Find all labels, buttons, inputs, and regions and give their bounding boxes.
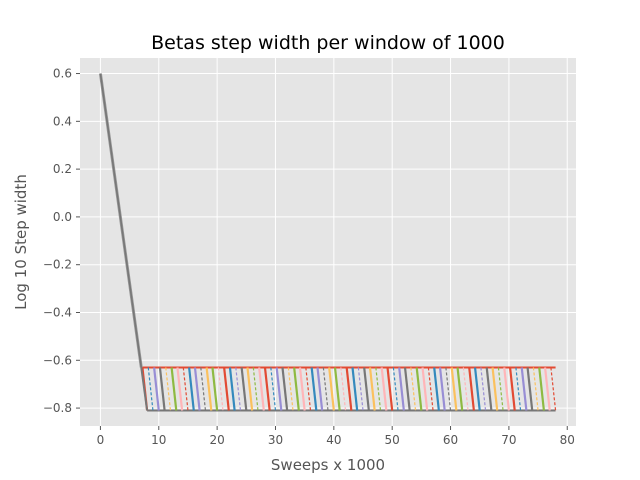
window-step-line-53	[450, 367, 458, 411]
window-step-line-41	[380, 367, 388, 411]
window-step-line-46	[410, 367, 417, 411]
window-step-line-30	[316, 367, 324, 411]
window-step-line-19	[252, 367, 259, 411]
window-step-line-9	[193, 367, 201, 411]
window-step-line-43	[392, 367, 399, 411]
window-step-line-8	[188, 367, 195, 411]
window-step-line-28	[305, 367, 312, 411]
window-step-line-48	[421, 367, 429, 411]
window-step-line-16	[235, 367, 242, 411]
window-step-line-54	[456, 367, 464, 411]
x-tick-label-7: 70	[501, 433, 516, 447]
window-step-line-55	[462, 367, 469, 411]
window-step-line-24	[281, 367, 289, 411]
window-step-line-67	[532, 367, 539, 411]
window-step-line-37	[357, 367, 364, 411]
y-tick-label-5: −0.4	[43, 305, 72, 319]
window-step-line-29	[310, 367, 318, 411]
window-step-line-2	[153, 367, 160, 411]
window-step-line-68	[538, 367, 545, 411]
window-step-line-56	[468, 367, 475, 411]
window-step-line-39	[368, 367, 376, 411]
x-tick-label-3: 30	[268, 433, 283, 447]
window-step-line-4	[165, 367, 172, 411]
window-step-line-7	[182, 367, 189, 411]
window-step-line-51	[438, 367, 446, 411]
window-step-line-66	[526, 367, 534, 411]
window-step-line-65	[520, 367, 528, 411]
window-step-line-45	[403, 367, 411, 411]
window-step-line-10	[200, 367, 207, 411]
window-step-line-13	[217, 367, 224, 411]
window-step-line-18	[246, 367, 254, 411]
window-step-line-11	[205, 367, 213, 411]
window-step-line-35	[345, 367, 353, 411]
window-step-line-38	[363, 367, 370, 411]
window-step-line-62	[503, 367, 510, 411]
initial-connector-line	[140, 367, 149, 411]
y-tick-label-3: 0.0	[53, 210, 72, 224]
window-step-line-47	[415, 367, 423, 411]
x-tick-label-6: 60	[443, 433, 458, 447]
window-step-line-70	[550, 367, 557, 411]
window-step-line-61	[497, 367, 504, 411]
window-step-line-12	[211, 367, 219, 411]
y-axis-label: Log 10 Step width	[12, 174, 30, 310]
y-tick-label-0: 0.6	[53, 67, 72, 81]
window-step-line-59	[485, 367, 493, 411]
x-tick-label-4: 40	[326, 433, 341, 447]
x-tick-label-0: 0	[97, 433, 105, 447]
x-tick-label-2: 20	[209, 433, 224, 447]
window-step-line-15	[228, 367, 236, 411]
window-step-line-63	[508, 367, 516, 411]
window-step-line-40	[375, 367, 382, 411]
window-step-line-23	[275, 367, 283, 411]
window-step-line-60	[491, 367, 499, 411]
y-tick-label-4: −0.2	[43, 258, 72, 272]
window-step-line-50	[433, 367, 440, 411]
window-step-line-31	[322, 367, 329, 411]
window-step-line-3	[158, 367, 166, 411]
chart-title: Betas step width per window of 1000	[151, 32, 505, 54]
y-tick-label-7: −0.8	[43, 401, 72, 415]
window-step-line-6	[176, 367, 184, 411]
window-step-line-22	[270, 367, 277, 411]
window-step-line-69	[543, 367, 551, 411]
window-step-line-42	[386, 367, 394, 411]
window-step-line-49	[427, 367, 434, 411]
window-step-line-27	[298, 367, 306, 411]
y-tick-label-2: 0.2	[53, 162, 72, 176]
window-step-line-57	[473, 367, 481, 411]
window-step-line-44	[398, 367, 405, 411]
y-tick-label-6: −0.6	[43, 353, 72, 367]
grid-layer	[80, 58, 576, 426]
window-step-line-17	[240, 367, 248, 411]
window-step-line-20	[258, 367, 265, 411]
window-step-line-33	[333, 367, 341, 411]
window-step-line-34	[340, 367, 347, 411]
window-step-line-21	[263, 367, 271, 411]
series-layer	[98, 73, 557, 412]
window-step-line-5	[170, 367, 178, 411]
x-axis-label: Sweeps x 1000	[271, 456, 385, 474]
window-step-line-14	[223, 367, 230, 411]
window-step-line-58	[480, 367, 487, 411]
y-tick-label-1: 0.4	[53, 114, 72, 128]
window-step-line-25	[287, 367, 294, 411]
window-step-line-1	[147, 367, 154, 411]
tick-layer: 0 10 20 30 40 50 60 70 80 0.6 0.4 0.2 0.0 −0.2 −0.4 −0.…	[43, 67, 575, 447]
x-tick-label-5: 50	[385, 433, 400, 447]
plot-area	[80, 58, 576, 426]
window-step-line-64	[515, 367, 522, 411]
window-step-line-32	[328, 367, 335, 411]
window-step-line-26	[293, 367, 300, 411]
window-step-line-52	[445, 367, 452, 411]
initial-drop-line	[99, 73, 143, 368]
x-tick-label-8: 80	[560, 433, 575, 447]
x-tick-label-1: 10	[151, 433, 166, 447]
window-step-line-36	[351, 367, 359, 411]
